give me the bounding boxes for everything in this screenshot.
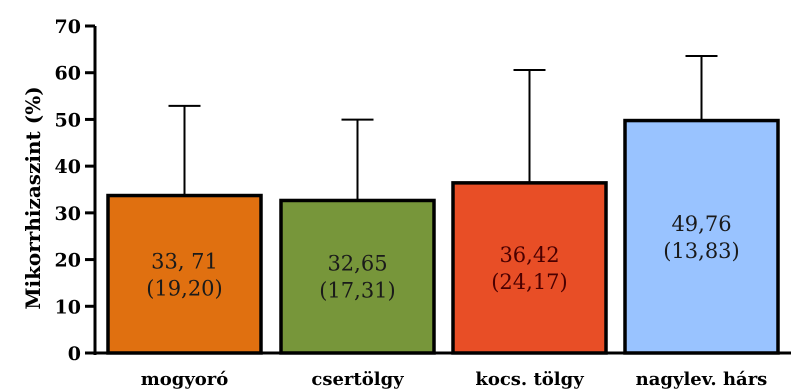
x-tick-label: mogyoró: [141, 369, 229, 390]
y-tick-label: 40: [55, 156, 81, 178]
x-tick-label: kocs. tölgy: [475, 369, 584, 390]
y-tick-label: 70: [55, 16, 81, 38]
bar-value-label: 36,42: [499, 243, 559, 267]
bars: 33, 71 (19,20) 32,65 (17,31) 36,42 (24,17) 49,…: [106, 54, 780, 355]
y-tick-label: 30: [55, 203, 81, 225]
y-axis-label: Mikorrhizaszint (%): [21, 86, 45, 309]
y-tick-label: 20: [55, 250, 81, 272]
bar: [106, 193, 263, 355]
bar-error-label: (19,20): [146, 276, 223, 300]
y-tick-label: 10: [55, 296, 81, 318]
x-tick-label: csertölgy: [311, 369, 404, 390]
bar-value-label: 49,76: [671, 212, 731, 236]
bar: [451, 181, 608, 355]
x-axis: mogyoró csertölgy kocs. tölgy nagylev. hárs: [94, 351, 791, 390]
bar-error-label: (17,31): [319, 279, 396, 303]
bar-value-label: 33, 71: [151, 249, 218, 273]
y-axis: 0 10 20 30 40 50 60 70: [55, 16, 97, 365]
y-tick-label: 0: [68, 343, 81, 365]
bar: [623, 118, 780, 355]
x-tick-label: nagylev. hárs: [636, 369, 768, 390]
y-tick-label: 50: [55, 109, 81, 131]
y-tick-label: 60: [55, 63, 81, 85]
bar-value-label: 32,65: [327, 252, 387, 276]
bar-error-label: (24,17): [491, 270, 568, 294]
bar: [279, 198, 436, 355]
bar-error-label: (13,83): [663, 239, 740, 263]
